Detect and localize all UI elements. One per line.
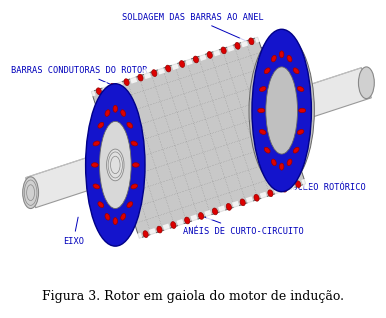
Polygon shape (101, 81, 110, 93)
Ellipse shape (249, 33, 314, 188)
Polygon shape (142, 68, 151, 79)
Ellipse shape (198, 212, 204, 219)
Ellipse shape (264, 147, 270, 153)
Ellipse shape (249, 38, 254, 45)
Ellipse shape (124, 79, 129, 86)
Polygon shape (198, 50, 207, 61)
Polygon shape (204, 210, 213, 221)
Ellipse shape (105, 213, 110, 220)
Ellipse shape (279, 51, 284, 58)
Ellipse shape (179, 61, 185, 67)
Polygon shape (91, 37, 306, 238)
Ellipse shape (293, 147, 299, 153)
Ellipse shape (271, 55, 276, 62)
Ellipse shape (110, 83, 115, 90)
Ellipse shape (93, 141, 100, 146)
Polygon shape (156, 63, 165, 74)
Text: ANÉIS DE CURTO-CIRCUITO: ANÉIS DE CURTO-CIRCUITO (183, 215, 303, 236)
Polygon shape (115, 77, 124, 88)
Ellipse shape (258, 108, 265, 113)
Ellipse shape (105, 110, 110, 116)
Ellipse shape (193, 56, 198, 63)
Polygon shape (239, 36, 248, 47)
Ellipse shape (23, 177, 39, 209)
Polygon shape (225, 41, 234, 52)
Ellipse shape (166, 65, 171, 72)
Ellipse shape (143, 231, 148, 238)
Polygon shape (26, 68, 371, 208)
Text: BARRAS CONDUTORAS DO ROTOR: BARRAS CONDUTORAS DO ROTOR (11, 66, 148, 100)
Ellipse shape (287, 55, 292, 62)
Ellipse shape (127, 202, 133, 208)
Polygon shape (274, 187, 282, 198)
Ellipse shape (254, 194, 259, 201)
Ellipse shape (296, 181, 301, 188)
Polygon shape (260, 192, 268, 203)
Ellipse shape (240, 199, 245, 206)
Text: SOLDAGEM DAS BARRAS AO ANEL: SOLDAGEM DAS BARRAS AO ANEL (122, 13, 271, 52)
Ellipse shape (297, 86, 304, 92)
Polygon shape (87, 86, 96, 97)
Ellipse shape (107, 149, 124, 181)
Polygon shape (129, 73, 137, 84)
Text: NÚCLEO ROTÓRICO: NÚCLEO ROTÓRICO (254, 169, 366, 192)
Polygon shape (184, 54, 193, 66)
Polygon shape (246, 196, 255, 208)
Ellipse shape (131, 141, 137, 146)
Ellipse shape (131, 184, 137, 189)
Ellipse shape (138, 74, 143, 81)
Ellipse shape (207, 52, 212, 58)
Ellipse shape (91, 163, 98, 167)
Polygon shape (232, 201, 241, 212)
Polygon shape (218, 205, 227, 217)
Ellipse shape (212, 208, 218, 215)
Ellipse shape (252, 29, 312, 192)
Ellipse shape (93, 184, 100, 189)
Ellipse shape (121, 110, 125, 116)
Ellipse shape (359, 67, 374, 99)
Ellipse shape (100, 121, 131, 209)
Ellipse shape (121, 213, 125, 220)
Ellipse shape (113, 218, 117, 225)
Ellipse shape (157, 226, 162, 233)
Ellipse shape (221, 47, 226, 54)
Ellipse shape (98, 202, 104, 208)
Polygon shape (163, 224, 171, 235)
Text: EIXO: EIXO (63, 217, 84, 246)
Ellipse shape (279, 163, 284, 170)
Ellipse shape (86, 84, 145, 246)
Ellipse shape (259, 129, 266, 135)
Polygon shape (253, 31, 262, 43)
Polygon shape (170, 59, 179, 70)
Ellipse shape (152, 70, 157, 76)
Polygon shape (176, 219, 185, 230)
Ellipse shape (127, 122, 133, 128)
Ellipse shape (113, 105, 117, 112)
Ellipse shape (271, 159, 276, 166)
Ellipse shape (299, 108, 306, 113)
Ellipse shape (293, 68, 299, 74)
Ellipse shape (132, 163, 139, 167)
Polygon shape (149, 228, 157, 239)
Ellipse shape (185, 217, 190, 224)
Text: Figura 3. Rotor em gaiola do motor de indução.: Figura 3. Rotor em gaiola do motor de in… (42, 290, 344, 303)
Ellipse shape (264, 68, 270, 74)
Ellipse shape (96, 88, 102, 95)
Polygon shape (301, 178, 310, 190)
Ellipse shape (282, 185, 287, 192)
Ellipse shape (226, 204, 231, 210)
Ellipse shape (98, 122, 104, 128)
Ellipse shape (268, 190, 273, 197)
Polygon shape (190, 214, 199, 226)
Polygon shape (212, 45, 220, 56)
Polygon shape (288, 183, 296, 194)
Ellipse shape (266, 67, 298, 154)
Ellipse shape (259, 86, 266, 92)
Ellipse shape (297, 129, 304, 135)
Ellipse shape (171, 222, 176, 228)
Ellipse shape (235, 43, 240, 49)
Ellipse shape (287, 159, 292, 166)
Polygon shape (135, 233, 144, 244)
